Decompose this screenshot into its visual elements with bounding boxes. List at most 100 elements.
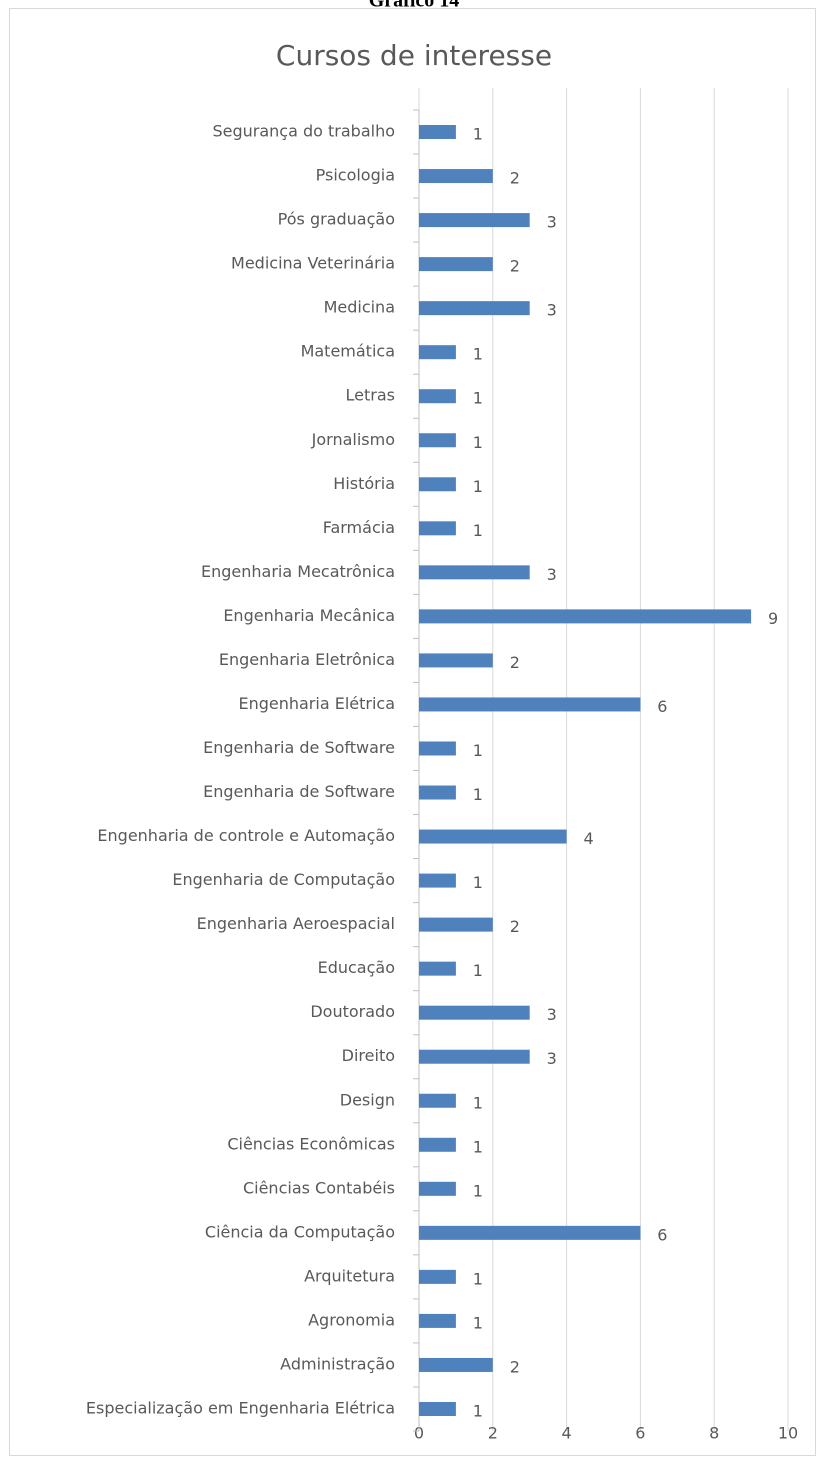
y-tick-label: Educação [318,958,395,977]
data-label: 1 [473,477,483,496]
data-label: 1 [473,1269,483,1288]
x-tick-label: 8 [709,1424,719,1443]
y-tick-label: Pós graduação [278,210,395,229]
data-label: 3 [547,301,557,320]
data-label: 6 [657,1225,667,1244]
data-label: 1 [473,873,483,892]
data-label: 2 [510,169,520,188]
bar [419,169,493,184]
bar [419,697,641,712]
bar [419,829,567,844]
figure-header: Gráfico 14 [369,0,460,12]
data-label: 1 [473,521,483,540]
y-tick-label: Engenharia Eletrônica [219,650,395,669]
y-tick-label: Especialização em Engenharia Elétrica [86,1398,395,1417]
bar [419,257,493,272]
data-label: 3 [547,565,557,584]
bar [419,785,456,800]
data-label: 4 [584,829,594,848]
y-tick-label: História [333,474,395,493]
y-tick-label: Engenharia de Software [203,782,395,801]
y-tick-label: Engenharia Aeroespacial [197,914,395,933]
data-label: 3 [547,213,557,232]
data-label: 1 [473,345,483,364]
bar [419,1269,456,1284]
bar [419,1005,530,1020]
bar [419,873,456,888]
bar [419,1137,456,1152]
bar [419,345,456,360]
data-label: 3 [547,1005,557,1024]
bar [419,653,493,668]
data-label: 1 [473,1093,483,1112]
bar [419,1181,456,1196]
bar [419,1313,456,1328]
x-tick-label: 6 [635,1424,645,1443]
data-label: 2 [510,917,520,936]
chart-title: Cursos de interesse [276,39,552,72]
bar [419,1093,456,1108]
data-label: 1 [473,785,483,804]
bar [419,609,752,624]
bar [419,433,456,448]
y-tick-label: Farmácia [323,518,395,537]
bar [419,477,456,492]
bar [419,565,530,580]
data-label: 9 [768,609,778,628]
data-label: 2 [510,257,520,276]
data-label: 1 [473,961,483,980]
y-tick-label: Letras [346,386,395,405]
bar [419,301,530,316]
y-tick-label: Arquitetura [304,1266,395,1285]
bar [419,961,456,976]
data-label: 6 [657,697,667,716]
data-label: 1 [473,741,483,760]
y-tick-label: Engenharia de Computação [172,870,395,889]
x-tick-label: 0 [414,1424,424,1443]
data-label: 1 [473,1137,483,1156]
bar [419,1357,493,1372]
y-tick-label: Medicina Veterinária [231,254,395,273]
y-tick-label: Engenharia Elétrica [238,694,395,713]
bar [419,213,530,228]
data-label: 1 [473,1181,483,1200]
y-tick-label: Engenharia de Software [203,738,395,757]
y-tick-label: Engenharia de controle e Automação [97,826,395,845]
y-tick-label: Medicina [324,298,395,317]
y-tick-label: Administração [280,1354,395,1373]
bar [419,125,456,140]
y-tick-label: Design [340,1090,395,1109]
data-label: 1 [473,433,483,452]
x-tick-label: 2 [488,1424,498,1443]
x-tick-label: 10 [778,1424,798,1443]
x-tick-label: 4 [562,1424,572,1443]
y-tick-label: Ciência da Computação [205,1222,395,1241]
y-tick-label: Ciências Contabéis [243,1178,395,1197]
bar [419,917,493,932]
bar [419,389,456,404]
bar [419,521,456,536]
y-tick-label: Matemática [301,342,395,361]
bar [419,741,456,756]
bar [419,1401,456,1416]
bar [419,1225,641,1240]
data-label: 1 [473,1401,483,1420]
y-tick-label: Engenharia Mecânica [223,606,395,625]
y-tick-label: Direito [342,1046,395,1065]
y-tick-label: Agronomia [308,1310,395,1329]
y-tick-label: Ciências Econômicas [227,1134,395,1153]
y-tick-label: Jornalismo [311,430,395,449]
chart-border [9,8,816,1456]
data-label: 1 [473,1313,483,1332]
y-tick-label: Engenharia Mecatrônica [201,562,395,581]
data-label: 3 [547,1049,557,1068]
y-tick-label: Doutorado [310,1002,395,1021]
data-label: 2 [510,1357,520,1376]
bar [419,1049,530,1064]
data-label: 2 [510,653,520,672]
data-label: 1 [473,125,483,144]
y-tick-label: Segurança do trabalho [212,122,395,141]
data-label: 1 [473,389,483,408]
y-tick-label: Psicologia [316,166,395,185]
